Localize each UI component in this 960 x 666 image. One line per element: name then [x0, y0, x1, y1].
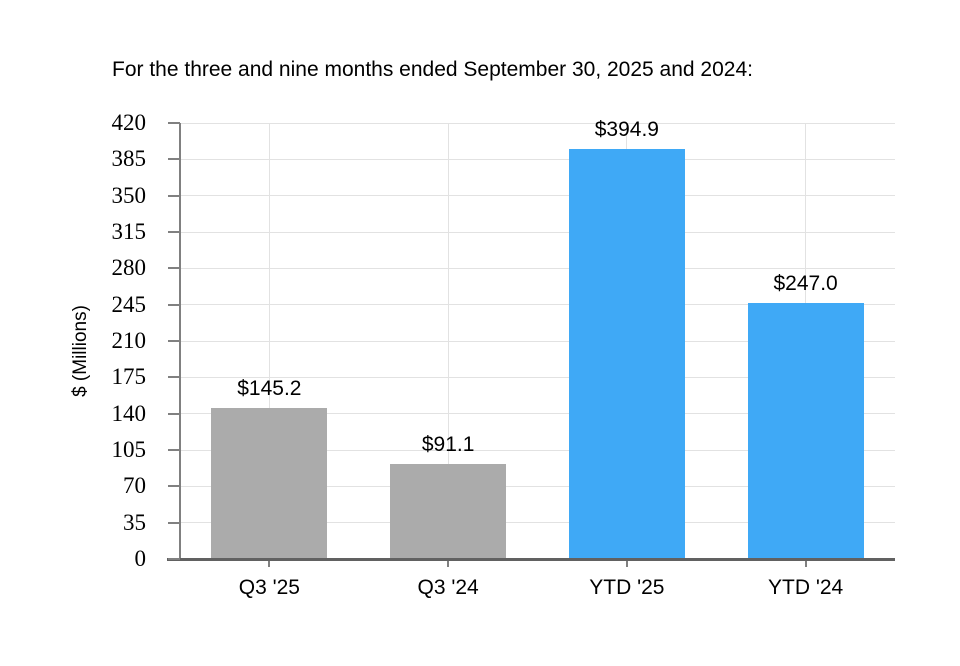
- gridline-h: [180, 485, 895, 487]
- gridline-h: [180, 413, 895, 415]
- y-axis-line: [179, 123, 181, 560]
- plot-area: $145.2 $91.1 $394.9 $247.0: [180, 118, 895, 559]
- gridline-h: [180, 158, 895, 160]
- y-tick-label: 350: [111, 182, 147, 208]
- x-tick: [447, 561, 450, 567]
- gridline-h: [180, 340, 895, 342]
- gridline-h: [180, 231, 895, 233]
- y-tick: [168, 558, 180, 560]
- y-tick: [168, 158, 180, 161]
- y-tick-label: 385: [111, 146, 147, 172]
- x-tick: [804, 561, 807, 567]
- bar-value-label: $145.2: [237, 377, 302, 401]
- x-tick: [268, 561, 271, 567]
- y-tick: [168, 340, 180, 342]
- gridline-h: [180, 267, 895, 269]
- y-tick: [168, 485, 180, 488]
- y-tick-label: 70: [123, 473, 146, 499]
- y-tick: [168, 303, 180, 306]
- bar: [390, 464, 507, 559]
- bar: [211, 408, 328, 559]
- y-tick-label: 105: [111, 437, 147, 462]
- bar: [747, 302, 864, 559]
- bar: [568, 149, 685, 559]
- y-tick-label: 420: [111, 110, 147, 135]
- x-tick-label: YTD '24: [768, 576, 844, 599]
- bar-value-label: $394.9: [594, 118, 659, 142]
- x-tick-label: YTD '25: [589, 576, 665, 599]
- chart-title: For the three and nine months ended Sept…: [112, 58, 753, 81]
- y-tick: [168, 412, 180, 415]
- x-tick-label: Q3 '25: [238, 576, 300, 599]
- y-tick-label: 280: [111, 255, 147, 281]
- gridline-h: [180, 376, 895, 378]
- gridline-h: [180, 449, 895, 451]
- gridline-h: [180, 304, 895, 306]
- bar-value-label: $247.0: [773, 271, 838, 295]
- gridline-h: [180, 122, 895, 124]
- y-tick: [168, 194, 180, 197]
- bar-value-label: $91.1: [421, 433, 475, 457]
- y-tick-label: 210: [111, 328, 147, 353]
- gridline-h: [180, 522, 895, 524]
- y-tick-label: 140: [111, 400, 147, 426]
- y-tick: [168, 122, 180, 124]
- y-tick: [168, 521, 180, 524]
- y-tick-label: 35: [123, 509, 146, 535]
- y-tick: [168, 449, 180, 451]
- y-tick: [168, 376, 180, 379]
- y-tick-label: 315: [111, 219, 147, 244]
- x-axis-line: [167, 558, 895, 561]
- gridline-h: [180, 195, 895, 197]
- x-tick-label: Q3 '24: [417, 576, 479, 599]
- y-tick-label: 175: [111, 364, 147, 390]
- x-tick: [625, 561, 628, 567]
- y-tick: [168, 231, 180, 233]
- y-tick: [168, 267, 180, 270]
- y-tick-label: 245: [111, 291, 147, 317]
- y-tick-label: 0: [134, 546, 147, 571]
